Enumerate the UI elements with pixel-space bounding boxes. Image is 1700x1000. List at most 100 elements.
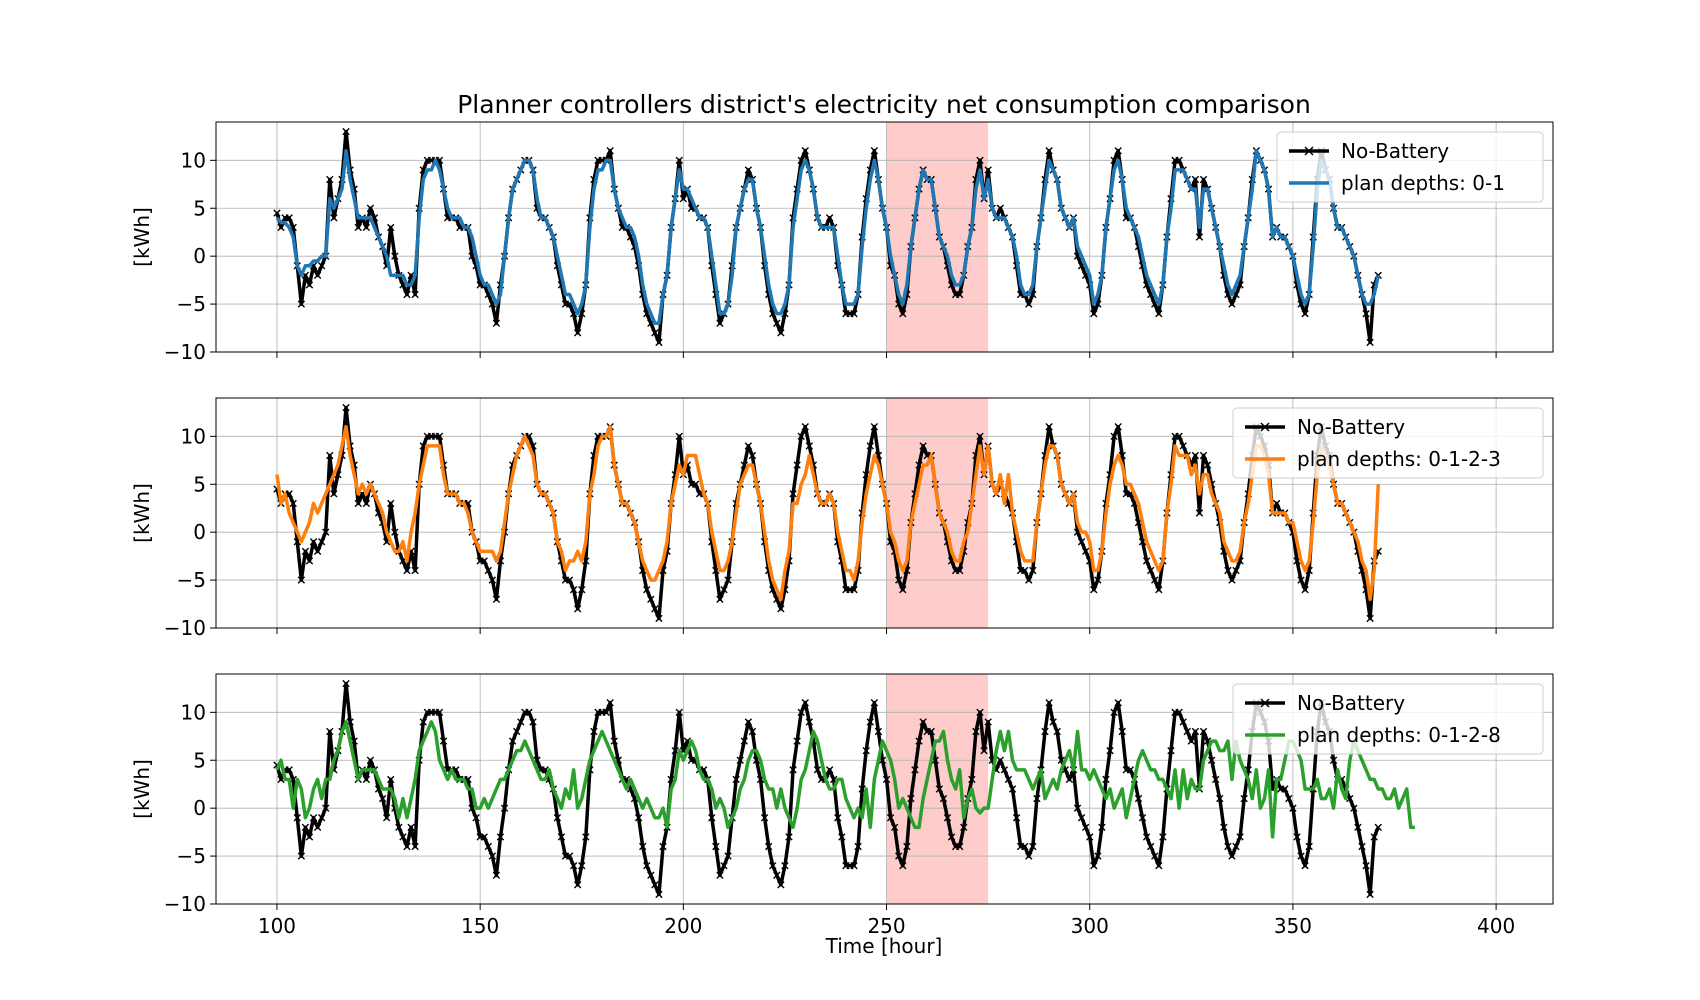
data-point	[777, 605, 785, 613]
data-point	[492, 319, 501, 327]
legend: No-Battery plan depths: 0-1-2-3	[1232, 407, 1544, 479]
data-point	[1098, 823, 1106, 832]
data-point	[834, 814, 842, 822]
y-tick-label: −10	[164, 340, 206, 364]
data-point	[764, 842, 773, 851]
axes-frame	[215, 673, 1554, 905]
data-point	[801, 147, 809, 155]
data-point	[305, 557, 314, 565]
data-point	[789, 766, 797, 774]
data-point	[573, 881, 582, 889]
data-point	[391, 528, 399, 536]
data-point	[403, 566, 411, 575]
data-point	[1374, 823, 1382, 832]
data-point	[391, 252, 399, 260]
data-point	[919, 718, 927, 726]
data-point	[411, 290, 419, 299]
y-tick-label: −5	[177, 844, 206, 868]
data-point	[1199, 727, 1208, 736]
data-point	[513, 727, 521, 736]
data-point	[273, 209, 281, 217]
data-point	[1191, 451, 1200, 460]
x-axis-label: Time [hour]	[825, 934, 943, 958]
data-point	[744, 442, 753, 450]
data-point	[1000, 766, 1009, 774]
data-point	[610, 737, 618, 745]
data-point	[1354, 823, 1362, 832]
x-tick-label: 100	[258, 914, 296, 938]
y-axis-label: [kWh]	[130, 207, 154, 267]
data-point	[724, 576, 732, 584]
data-point	[1175, 708, 1183, 717]
data-point	[1350, 804, 1358, 812]
data-point	[1155, 861, 1163, 870]
data-point	[773, 871, 781, 879]
data-point	[793, 737, 801, 745]
data-point	[724, 852, 732, 860]
data-point	[813, 766, 822, 774]
data-point	[1114, 699, 1122, 707]
data-point	[496, 833, 505, 841]
data-point	[578, 861, 586, 870]
data-point	[1151, 852, 1159, 860]
data-point	[655, 338, 663, 347]
data-point	[659, 842, 667, 851]
data-point	[882, 775, 891, 784]
data-point	[1045, 423, 1053, 431]
data-point	[1142, 557, 1151, 565]
data-point	[744, 718, 753, 726]
data-point	[1029, 842, 1037, 851]
data-point	[330, 214, 338, 222]
data-point	[565, 852, 574, 860]
chart-title: Planner controllers district's electrici…	[457, 90, 1311, 119]
data-point	[712, 842, 720, 851]
data-point	[895, 576, 903, 584]
data-point	[911, 766, 919, 774]
data-point	[984, 718, 992, 726]
data-point	[1240, 794, 1248, 803]
y-tick-label: 5	[193, 472, 206, 496]
data-point	[395, 823, 403, 832]
data-point	[285, 214, 293, 222]
data-point	[1167, 746, 1175, 755]
data-point	[1025, 576, 1033, 584]
data-point	[1195, 509, 1204, 517]
data-point	[1086, 833, 1094, 841]
data-point	[1199, 451, 1208, 460]
data-point	[866, 718, 874, 726]
data-point	[1362, 309, 1370, 318]
data-point	[387, 223, 395, 232]
data-point	[1081, 823, 1090, 832]
y-tick-label: 5	[193, 196, 206, 220]
data-point	[976, 432, 984, 441]
data-point	[1090, 309, 1098, 318]
data-point	[1053, 727, 1061, 736]
data-point	[1301, 585, 1309, 594]
data-point	[1228, 300, 1236, 308]
data-point	[651, 605, 659, 613]
data-point	[419, 718, 427, 726]
data-point	[1175, 156, 1183, 165]
data-point	[293, 814, 301, 822]
data-point	[1073, 804, 1082, 812]
data-point	[870, 699, 879, 707]
data-point	[1183, 727, 1191, 736]
data-point	[907, 794, 915, 803]
data-point	[1203, 461, 1212, 469]
data-point	[1033, 794, 1041, 803]
data-point	[1175, 432, 1183, 441]
data-point	[955, 842, 964, 851]
data-point	[1110, 432, 1118, 441]
data-point	[1179, 442, 1187, 450]
data-point	[297, 576, 306, 584]
data-point	[1232, 566, 1240, 575]
data-point	[1301, 309, 1309, 318]
legend-label: plan depths: 0-1-2-3	[1297, 447, 1501, 471]
data-point	[675, 156, 683, 165]
data-point	[740, 737, 748, 745]
data-point	[317, 538, 326, 546]
data-point	[1272, 499, 1281, 508]
data-point	[935, 785, 944, 793]
data-point	[362, 499, 371, 508]
data-point	[639, 842, 647, 851]
